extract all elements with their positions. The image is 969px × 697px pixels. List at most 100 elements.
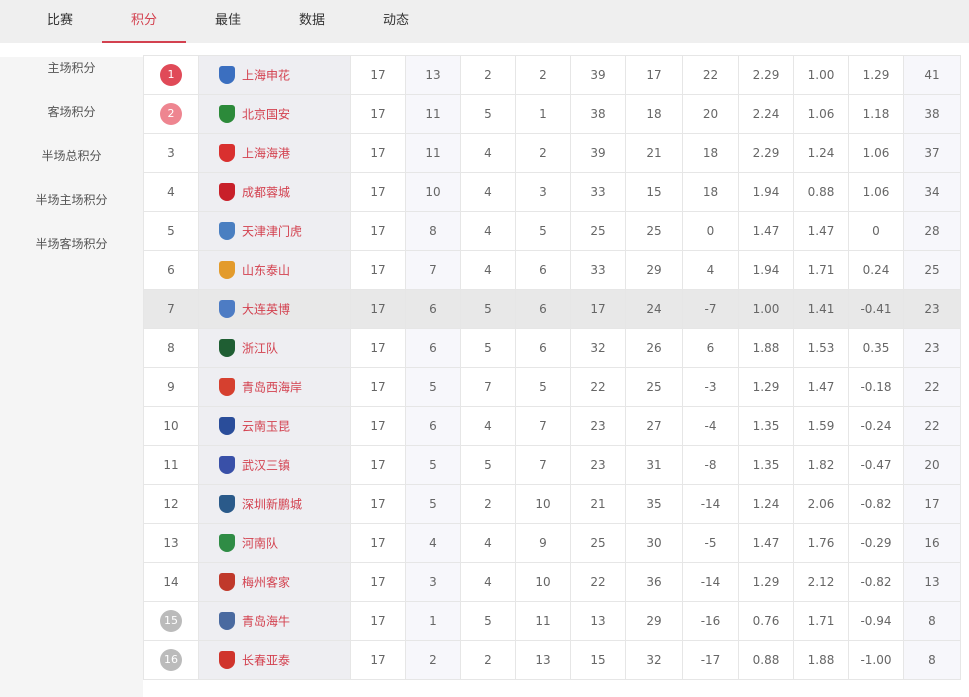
team-name-link[interactable]: 山东泰山 — [242, 263, 291, 278]
team-logo-icon — [219, 66, 235, 84]
goal-diff-cell: -17 — [682, 640, 739, 680]
team-name-link[interactable]: 云南玉昆 — [242, 419, 291, 434]
won-cell: 3 — [405, 562, 461, 602]
avg-against-cell: 1.47 — [793, 367, 849, 407]
tab-0[interactable]: 比赛 — [46, 13, 73, 28]
avg-diff-cell: 0 — [848, 211, 904, 251]
rank-cell: 10 — [143, 406, 199, 446]
drawn-cell: 7 — [460, 367, 516, 407]
tab-2[interactable]: 最佳 — [214, 13, 241, 28]
avg-for-cell: 1.94 — [738, 172, 794, 212]
team-name-link[interactable]: 武汉三镇 — [242, 458, 291, 473]
team-name-link[interactable]: 梅州客家 — [242, 575, 291, 590]
avg-diff-cell: -0.41 — [848, 289, 904, 329]
sidebar-item-1[interactable]: 客场积分 — [47, 105, 96, 119]
goal-diff-cell: 22 — [682, 55, 739, 95]
avg-against-cell: 1.71 — [793, 601, 849, 641]
goal-diff-cell: 20 — [682, 94, 739, 134]
avg-diff-cell: -0.94 — [848, 601, 904, 641]
avg-for-cell: 1.29 — [738, 562, 794, 602]
goal-diff-cell: 4 — [682, 250, 739, 290]
avg-for-cell: 0.76 — [738, 601, 794, 641]
team-name-link[interactable]: 浙江队 — [242, 341, 279, 356]
team-cell: 天津津门虎 — [198, 211, 351, 251]
table-row: 8 浙江队 17 6 5 6 32 26 6 1.88 1.53 0.35 23 — [143, 328, 961, 368]
goals-for-cell: 22 — [570, 562, 626, 602]
team-cell: 武汉三镇 — [198, 445, 351, 485]
avg-for-cell: 1.94 — [738, 250, 794, 290]
team-name-link[interactable]: 深圳新鹏城 — [242, 497, 303, 512]
sidebar-item-2[interactable]: 半场总积分 — [41, 149, 102, 163]
avg-against-cell: 1.06 — [793, 94, 849, 134]
rank: 5 — [167, 224, 175, 238]
points-cell: 8 — [903, 640, 961, 680]
won-cell: 4 — [405, 523, 461, 563]
sidebar-item-4[interactable]: 半场客场积分 — [35, 237, 108, 251]
team-name-link[interactable]: 长春亚泰 — [242, 653, 291, 668]
won-cell: 7 — [405, 250, 461, 290]
avg-for-cell: 1.00 — [738, 289, 794, 329]
goals-for-cell: 39 — [570, 55, 626, 95]
tab-4[interactable]: 动态 — [382, 13, 409, 28]
tab-3[interactable]: 数据 — [298, 13, 325, 28]
rank: 10 — [163, 419, 179, 433]
team-name-link[interactable]: 河南队 — [242, 536, 279, 551]
goals-for-cell: 15 — [570, 640, 626, 680]
team-cell: 大连英博 — [198, 289, 351, 329]
goals-for-cell: 25 — [570, 211, 626, 251]
drawn-cell: 5 — [460, 289, 516, 329]
goals-for-cell: 23 — [570, 445, 626, 485]
rank: 12 — [163, 497, 179, 511]
team-logo-icon — [219, 339, 235, 357]
team-cell: 河南队 — [198, 523, 351, 563]
rank-badge: 16 — [160, 649, 182, 671]
points-cell: 16 — [903, 523, 961, 563]
table-row: 3 上海海港 17 11 4 2 39 21 18 2.29 1.24 1.06 37 — [143, 133, 961, 173]
goals-for-cell: 21 — [570, 484, 626, 524]
team-logo-icon — [219, 222, 235, 240]
drawn-cell: 4 — [460, 133, 516, 173]
played-cell: 17 — [350, 562, 406, 602]
won-cell: 5 — [405, 484, 461, 524]
avg-diff-cell: -0.24 — [848, 406, 904, 446]
avg-for-cell: 2.29 — [738, 55, 794, 95]
rank-cell: 13 — [143, 523, 199, 563]
points-cell: 34 — [903, 172, 961, 212]
team-name-link[interactable]: 天津津门虎 — [242, 224, 303, 239]
sidebar-item-3[interactable]: 半场主场积分 — [35, 193, 108, 207]
lost-cell: 11 — [515, 601, 571, 641]
team-name-link[interactable]: 北京国安 — [242, 107, 291, 122]
rank-cell: 7 — [143, 289, 199, 329]
rank-cell: 15 — [143, 601, 199, 641]
played-cell: 17 — [350, 328, 406, 368]
rank-cell: 1 — [143, 55, 199, 95]
team-name-link[interactable]: 大连英博 — [242, 302, 291, 317]
table-row: 7 大连英博 17 6 5 6 17 24 -7 1.00 1.41 -0.41 23 — [143, 289, 961, 329]
goal-diff-cell: 6 — [682, 328, 739, 368]
goals-against-cell: 30 — [625, 523, 683, 563]
table-row: 6 山东泰山 17 7 4 6 33 29 4 1.94 1.71 0.24 25 — [143, 250, 961, 290]
played-cell: 17 — [350, 484, 406, 524]
sidebar-item-0[interactable]: 主场积分 — [47, 61, 96, 75]
team-logo-icon — [219, 651, 235, 669]
team-cell: 山东泰山 — [198, 250, 351, 290]
team-name-link[interactable]: 青岛西海岸 — [242, 380, 303, 395]
team-name-link[interactable]: 上海海港 — [242, 146, 291, 161]
team-name-link[interactable]: 青岛海牛 — [242, 614, 291, 629]
team-name-link[interactable]: 成都蓉城 — [242, 185, 291, 200]
rank: 11 — [163, 458, 179, 472]
points-cell: 25 — [903, 250, 961, 290]
avg-diff-cell: -0.29 — [848, 523, 904, 563]
table-row: 9 青岛西海岸 17 5 7 5 22 25 -3 1.29 1.47 -0.18 22 — [143, 367, 961, 407]
drawn-cell: 5 — [460, 94, 516, 134]
team-cell: 北京国安 — [198, 94, 351, 134]
team-cell: 上海海港 — [198, 133, 351, 173]
goal-diff-cell: 18 — [682, 172, 739, 212]
avg-for-cell: 1.88 — [738, 328, 794, 368]
table-row: 10 云南玉昆 17 6 4 7 23 27 -4 1.35 1.59 -0.24 22 — [143, 406, 961, 446]
tab-1[interactable]: 积分 — [102, 0, 186, 43]
team-logo-icon — [219, 183, 235, 201]
team-logo-icon — [219, 573, 235, 591]
team-name-link[interactable]: 上海申花 — [242, 68, 291, 83]
table-row: 16 长春亚泰 17 2 2 13 15 32 -17 0.88 1.88 -1.00 8 — [143, 640, 961, 680]
